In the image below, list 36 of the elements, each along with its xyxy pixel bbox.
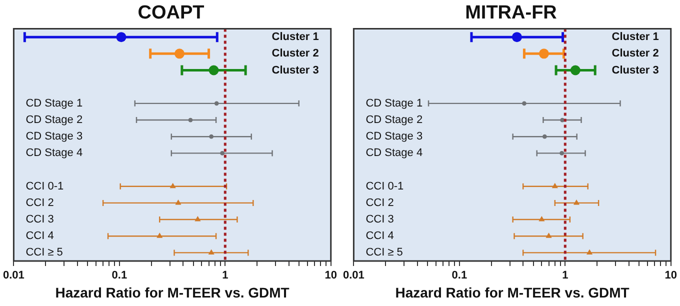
x-tick-label: 0.01 [342,270,364,282]
y-tick-label: CCI 3 [366,214,394,226]
y-tick-label: Cluster 3 [272,64,319,76]
y-tick-label: CCI 0-1 [26,180,64,192]
x-tick-label: 10 [324,270,338,282]
x-axis-title: Hazard Ratio for M-TEER vs. GDMT [55,284,290,300]
y-tick-label: CCI ≥ 5 [366,246,403,259]
x-tick-label: 0.1 [452,270,468,282]
x-tick-label: 0.01 [2,270,24,282]
y-tick-label: CD Stage 1 [366,97,423,110]
y-tick-label: CCI ≥ 5 [26,246,63,259]
y-tick-label: CCI 0-1 [366,180,404,192]
y-tick-label: CD Stage 3 [26,130,83,143]
chart-title: MITRA-FR [465,2,558,24]
y-tick-label: CD Stage 3 [366,130,423,143]
y-tick-label: CCI 4 [26,230,54,242]
y-tick-label: Cluster 3 [612,64,659,76]
x-tick-label: 0.1 [112,270,128,282]
x-tick-label: 1 [222,270,228,282]
x-tick-label: 1 [562,270,568,282]
y-tick-label: CD Stage 4 [366,147,423,160]
x-tick-label: 10 [664,270,678,282]
y-tick-label: CD Stage 2 [366,114,423,126]
y-tick-label: Cluster 2 [272,48,319,60]
y-tick-label: CCI 2 [26,196,54,209]
y-tick-label: CCI 3 [26,214,54,226]
y-tick-label: CCI 2 [366,196,394,209]
y-tick-label: Cluster 2 [612,48,659,60]
y-tick-label: Cluster 1 [272,31,319,44]
y-tick-label: CD Stage 1 [26,97,83,110]
y-tick-label: CD Stage 2 [26,114,83,126]
y-tick-label: Cluster 1 [612,31,659,44]
x-axis-title: Hazard Ratio for M-TEER vs. GDMT [395,284,630,300]
y-tick-label: CD Stage 4 [26,147,83,160]
chart-title: COAPT [138,2,205,24]
y-tick-label: CCI 4 [366,230,394,242]
